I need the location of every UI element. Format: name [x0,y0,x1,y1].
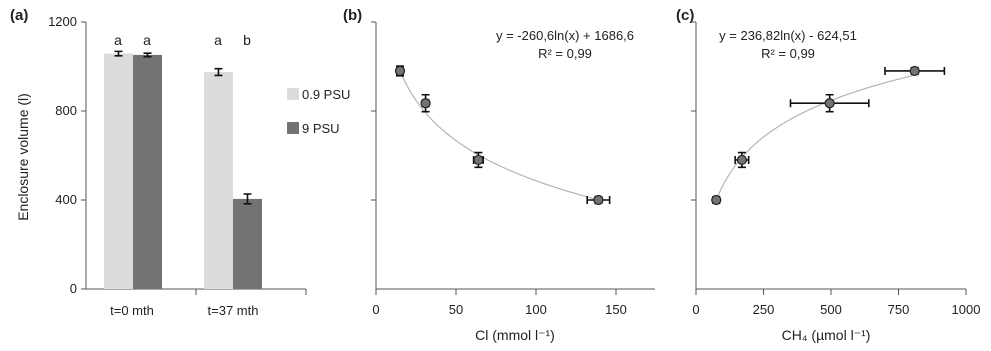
panel-a-y-tick-label: 400 [55,192,77,207]
panel-b-x-tick-label: 100 [525,302,547,317]
panel-c-x-tick-label: 0 [692,302,699,317]
panel-c-data-marks [711,65,946,206]
significance-letter: a [214,32,222,48]
panel-c-fit-equation: y = 236,82ln(x) - 624,51 [719,28,857,43]
data-point [420,98,431,109]
panel-a-y-tick-label: 800 [55,103,77,118]
data-point [711,194,722,206]
legend-swatch-0.9psu [287,88,299,100]
panel-c-x-axis-label: CH₄ (µmol l⁻¹) [782,327,871,343]
bar-9psu-t0 [133,54,162,290]
bar-9psu-t37 [233,198,262,289]
panel-b-x-axis-label: Cl (mmol l⁻¹) [475,327,555,343]
panel-b-data-marks [394,65,611,206]
panel-a-label: (a) [10,7,28,24]
significance-letter: b [243,32,251,48]
panel-a-y-axis-label: Enclosure volume (l) [15,93,31,221]
panel-c-x-tick-label: 1000 [952,302,981,317]
legend-label-0.9psu: 0.9 PSU [302,87,350,102]
data-point [593,194,604,206]
data-point [473,154,484,166]
panel-a-y-tick-label: 1200 [48,14,77,29]
panel-a-bar-chart: (a) Enclosure volume (l) 0 400 800 1200 … [10,7,350,318]
data-point [736,154,748,166]
panel-c-x-tick-label: 750 [888,302,910,317]
panel-b-x-tick-label: 150 [605,302,627,317]
panel-b-r-squared: R² = 0,99 [538,46,592,61]
panel-b-fit-equation: y = -260,6ln(x) + 1686,6 [496,28,634,43]
bar-0.9psu-t37 [204,72,233,289]
significance-letter: a [143,32,151,48]
legend-swatch-9psu [287,122,299,134]
data-point [394,65,406,77]
panel-a-x-category-label: t=0 mth [110,303,154,318]
panel-c-r-squared: R² = 0,99 [761,46,815,61]
panel-b-label: (b) [343,7,362,24]
error-bar [114,50,123,57]
fit-curve [399,70,599,201]
panel-b-x-tick-label: 0 [372,302,379,317]
significance-letter: a [114,32,122,48]
error-bar [214,67,223,77]
error-bar [243,193,252,205]
data-point [824,98,835,109]
fit-curve [715,74,915,201]
panel-b-scatter-chart: (b) 0 50 100 150 Cl (mmol l⁻¹) y = -260,… [343,7,655,343]
panel-c-label: (c) [676,7,694,24]
panel-b-x-tick-label: 50 [449,302,463,317]
legend-label-9psu: 9 PSU [302,121,340,136]
panel-a-y-tick-label: 0 [70,281,77,296]
data-point [909,65,920,77]
panel-a-x-category-label: t=37 mth [208,303,259,318]
panel-c-scatter-chart: (c) 0 250 500 750 1000 CH₄ (µmol l⁻¹) y … [676,7,980,343]
panel-c-x-tick-label: 500 [820,302,842,317]
panel-c-x-tick-label: 250 [753,302,775,317]
bar-0.9psu-t0 [104,53,133,289]
error-bar [143,52,152,58]
